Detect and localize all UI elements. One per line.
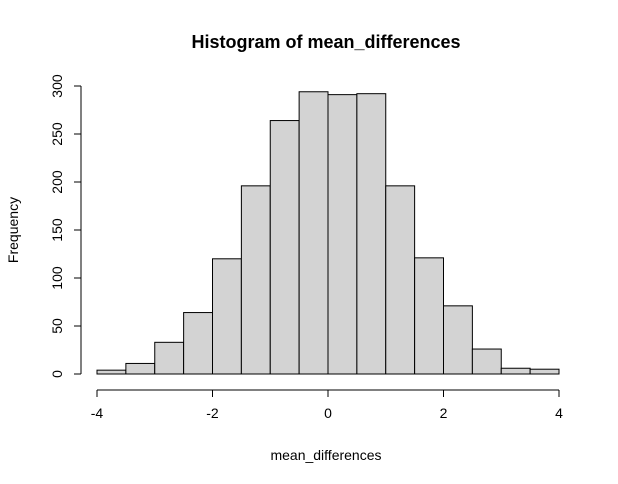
histogram-bar (356, 93, 387, 375)
y-tick-label: 250 (49, 122, 65, 146)
x-axis-label: mean_differences (270, 447, 381, 463)
y-tick-label: 0 (49, 370, 65, 378)
histogram-bar (500, 367, 531, 375)
x-axis: -4 -2 0 2 4 (91, 389, 563, 421)
x-tick-label: -4 (91, 405, 104, 421)
chart-title: Histogram of mean_differences (191, 32, 460, 52)
histogram-bar (240, 185, 271, 375)
histogram-bar (125, 362, 156, 375)
y-tick-label: 50 (49, 318, 65, 334)
y-axis-label: Frequency (5, 197, 21, 263)
histogram-bar (414, 257, 444, 375)
y-tick-label: 100 (49, 266, 65, 290)
histogram-bar (154, 341, 185, 375)
y-axis: 0 50 100 150 200 250 300 (49, 74, 82, 378)
histogram-bar (327, 94, 358, 375)
x-tick-label: -2 (206, 405, 219, 421)
histogram-bar (96, 369, 127, 375)
x-tick-label: 4 (555, 405, 563, 421)
histogram-bar (212, 258, 242, 375)
histogram-bar (471, 348, 502, 375)
x-tick-label: 2 (440, 405, 448, 421)
histogram-bar (385, 185, 416, 375)
histogram-bar (183, 312, 213, 375)
bars-group (96, 91, 560, 375)
histogram-bar (298, 91, 329, 375)
x-tick-label: 0 (324, 405, 332, 421)
histogram-bar (269, 120, 300, 375)
y-tick-label: 150 (49, 218, 65, 242)
histogram-bar (443, 305, 473, 375)
histogram-bar (529, 368, 560, 375)
y-tick-label: 200 (49, 170, 65, 194)
y-tick-label: 300 (49, 74, 65, 98)
